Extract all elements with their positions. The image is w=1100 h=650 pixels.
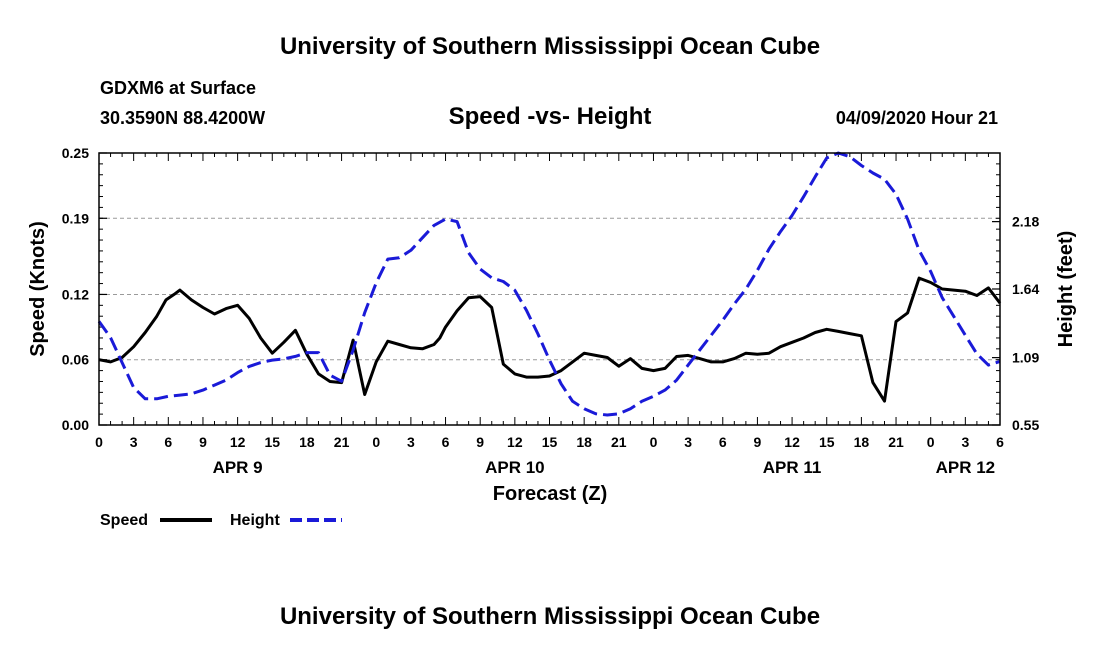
x-tick-label: 6 (442, 434, 450, 450)
x-tick-label: 18 (854, 434, 870, 450)
x-tick-label: 3 (961, 434, 969, 450)
station-label: GDXM6 at Surface (100, 78, 256, 98)
x-tick-label: 12 (507, 434, 523, 450)
x-tick-label: 9 (476, 434, 484, 450)
x-tick-label: 0 (650, 434, 658, 450)
x-tick-label: 18 (299, 434, 315, 450)
y-right-tick-label: 1.09 (1012, 350, 1039, 366)
height-series-line (97, 151, 1001, 417)
x-tick-label: 15 (819, 434, 835, 450)
date-label: APR 9 (213, 458, 263, 477)
x-tick-label: 12 (230, 434, 246, 450)
x-tick-label: 0 (95, 434, 103, 450)
x-tick-label: 15 (542, 434, 558, 450)
date-label: APR 10 (485, 458, 545, 477)
x-tick-label: 3 (130, 434, 138, 450)
y-left-tick-label: 0.19 (62, 210, 89, 226)
speed-series-line (98, 276, 1002, 403)
x-tick-label: 18 (576, 434, 592, 450)
x-tick-label: 21 (611, 434, 627, 450)
x-tick-label: 3 (684, 434, 692, 450)
x-tick-label: 6 (719, 434, 727, 450)
axis-ticks (98, 152, 1001, 426)
coords-label: 30.3590N 88.4200W (100, 108, 265, 128)
y-right-tick-label: 0.55 (1012, 417, 1039, 433)
x-tick-label: 6 (996, 434, 1004, 450)
x-tick-label: 0 (372, 434, 380, 450)
footer-title: University of Southern Mississippi Ocean… (280, 603, 820, 630)
series-lines (97, 151, 1002, 417)
y-left-tick-label: 0.12 (62, 286, 89, 302)
x-tick-label: 9 (754, 434, 762, 450)
y-left-tick-label: 0.25 (62, 145, 89, 161)
x-tick-label: 12 (784, 434, 800, 450)
x-tick-label: 6 (164, 434, 172, 450)
x-tick-label: 21 (334, 434, 350, 450)
tick-labels: 0.00 0.06 0.12 0.19 0.25 0.55 1.09 1.64 2.18 0 3 6 9… (62, 145, 1040, 477)
x-tick-label: 21 (888, 434, 904, 450)
x-tick-label: 15 (264, 434, 280, 450)
legend-speed-label: Speed (100, 512, 148, 529)
x-axis-label: Forecast (Z) (493, 483, 607, 505)
legend: Speed Height (100, 512, 342, 529)
datetime-label: 04/09/2020 Hour 21 (836, 108, 998, 128)
y-right-tick-label: 2.18 (1012, 214, 1039, 230)
y-axis-left-label: Speed (Knots) (27, 221, 49, 357)
grid-lines (99, 152, 1000, 426)
plot-frame (98, 152, 1001, 426)
page-title: University of Southern Mississippi Ocean… (280, 33, 820, 60)
legend-height-label: Height (230, 512, 280, 529)
y-left-tick-label: 0.00 (62, 417, 89, 433)
x-tick-label: 0 (927, 434, 935, 450)
x-tick-label: 3 (407, 434, 415, 450)
date-label: APR 12 (936, 458, 996, 477)
x-tick-label: 9 (199, 434, 207, 450)
date-label: APR 11 (763, 458, 822, 477)
y-axis-right-label: Height (feet) (1055, 231, 1077, 348)
y-left-tick-label: 0.06 (62, 352, 89, 368)
chart-title: Speed -vs- Height (449, 103, 652, 130)
y-right-tick-label: 1.64 (1012, 281, 1039, 297)
